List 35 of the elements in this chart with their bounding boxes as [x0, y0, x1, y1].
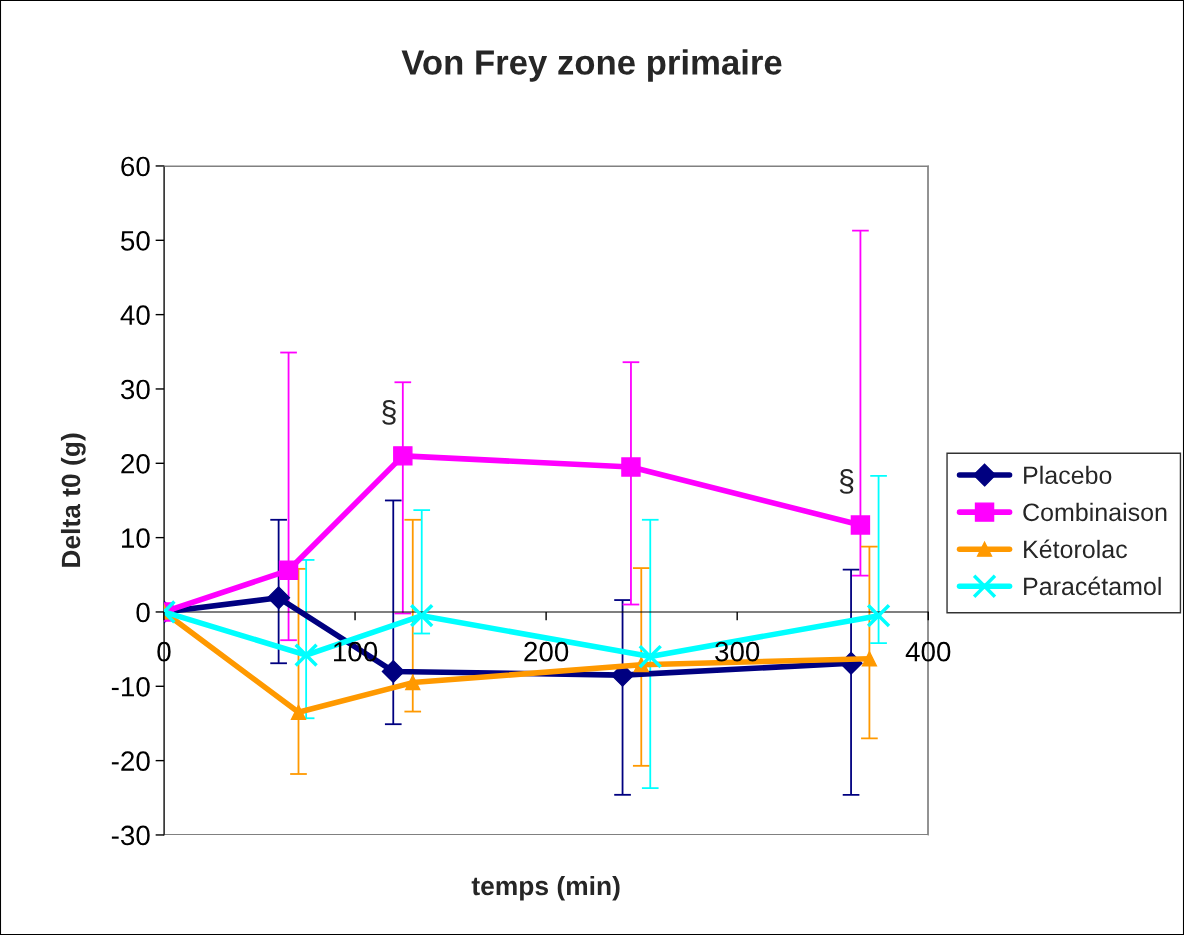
- point: [621, 457, 641, 477]
- chart-title: Von Frey zone primaire: [401, 49, 782, 82]
- legend-label: Placebo: [1024, 465, 1112, 485]
- point: [278, 560, 299, 581]
- point: [381, 659, 405, 683]
- legend-label: Kétorolac: [1024, 539, 1127, 559]
- legend-label: Paracétamol: [1024, 576, 1161, 596]
- annotation: §: [382, 399, 396, 425]
- y-tick-label: -30: [111, 825, 150, 846]
- point: [638, 644, 663, 669]
- point: [409, 603, 434, 628]
- y-tick-label: 10: [122, 528, 150, 548]
- y-axis-title: Delta t0 (g): [60, 433, 86, 567]
- point: [290, 704, 307, 720]
- point: [293, 642, 319, 668]
- x-axis-title: temps (min): [471, 875, 620, 901]
- y-tick-label: 20: [121, 453, 150, 474]
- x-tick-label: 200: [524, 641, 569, 662]
- y-tick-label: 50: [121, 230, 150, 251]
- legend-label: Combinaison: [1023, 502, 1167, 522]
- y-tick-label: -20: [111, 751, 150, 771]
- point: [405, 674, 421, 691]
- y-tick-label: 30: [120, 379, 150, 400]
- y-tick-label: -10: [111, 676, 150, 697]
- point: [393, 446, 413, 466]
- point: [850, 515, 871, 535]
- y-tick-label: 60: [121, 156, 150, 177]
- y-tick-label: 0: [136, 602, 150, 623]
- x-tick-label: 400: [905, 641, 951, 662]
- annotation: §: [839, 469, 854, 494]
- x-tick-label: 300: [715, 641, 760, 662]
- point: [866, 603, 891, 628]
- point: [861, 651, 878, 667]
- y-tick-label: 40: [120, 305, 150, 325]
- point: [267, 586, 291, 610]
